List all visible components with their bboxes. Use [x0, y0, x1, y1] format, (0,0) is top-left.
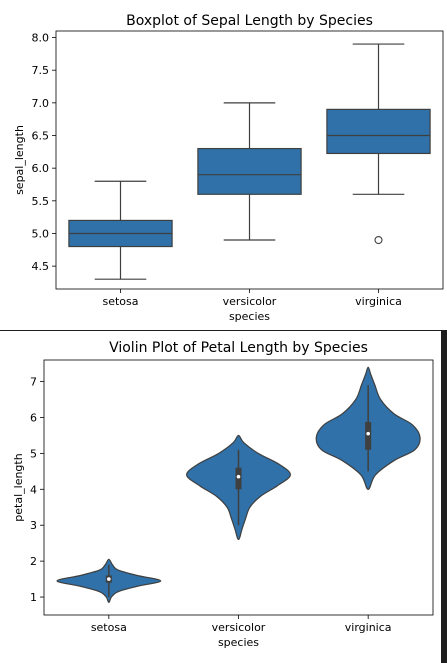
- violin-iqr-box: [365, 422, 371, 450]
- y-tick-label: 2: [30, 555, 37, 568]
- x-tick-label: versicolor: [212, 621, 266, 634]
- box-iqr: [327, 109, 430, 153]
- y-tick-label: 1: [30, 591, 37, 604]
- x-tick-label: setosa: [91, 621, 127, 634]
- x-tick-label: virginica: [345, 621, 392, 634]
- chart-title: Violin Plot of Petal Length by Species: [109, 340, 368, 356]
- y-tick-label: 5: [30, 447, 37, 460]
- x-tick-label: versicolor: [223, 295, 277, 308]
- x-axis-label: species: [229, 310, 270, 323]
- y-tick-label: 7: [30, 376, 37, 389]
- y-tick-label: 6: [30, 411, 37, 424]
- x-axis-label: species: [218, 636, 259, 649]
- y-axis-label: sepal_length: [13, 125, 26, 195]
- boxplot-chart: Boxplot of Sepal Length by Species 4.5 5.0…: [0, 0, 447, 330]
- y-tick-label: 7.0: [32, 97, 50, 110]
- violin-median-marker: [107, 577, 111, 581]
- y-tick-label: 6.0: [32, 162, 50, 175]
- violin-chart: Violin Plot of Petal Length by Species 1 2…: [0, 331, 441, 663]
- x-tick-label: setosa: [102, 295, 138, 308]
- y-tick-label: 3: [30, 519, 37, 532]
- violin-median-marker: [366, 432, 370, 436]
- y-tick-label: 4: [30, 483, 37, 496]
- y-tick-label: 8.0: [32, 32, 50, 45]
- y-tick-label: 6.5: [32, 130, 50, 143]
- y-tick-label: 5.5: [32, 195, 50, 208]
- violin-median-marker: [237, 475, 241, 479]
- chart-title: Boxplot of Sepal Length by Species: [126, 13, 373, 29]
- y-tick-label: 4.5: [32, 260, 50, 273]
- x-tick-label: virginica: [355, 295, 402, 308]
- box-iqr: [198, 149, 301, 195]
- y-axis-label: petal_length: [12, 453, 25, 521]
- y-tick-label: 7.5: [32, 64, 50, 77]
- y-tick-label: 5.0: [32, 227, 50, 240]
